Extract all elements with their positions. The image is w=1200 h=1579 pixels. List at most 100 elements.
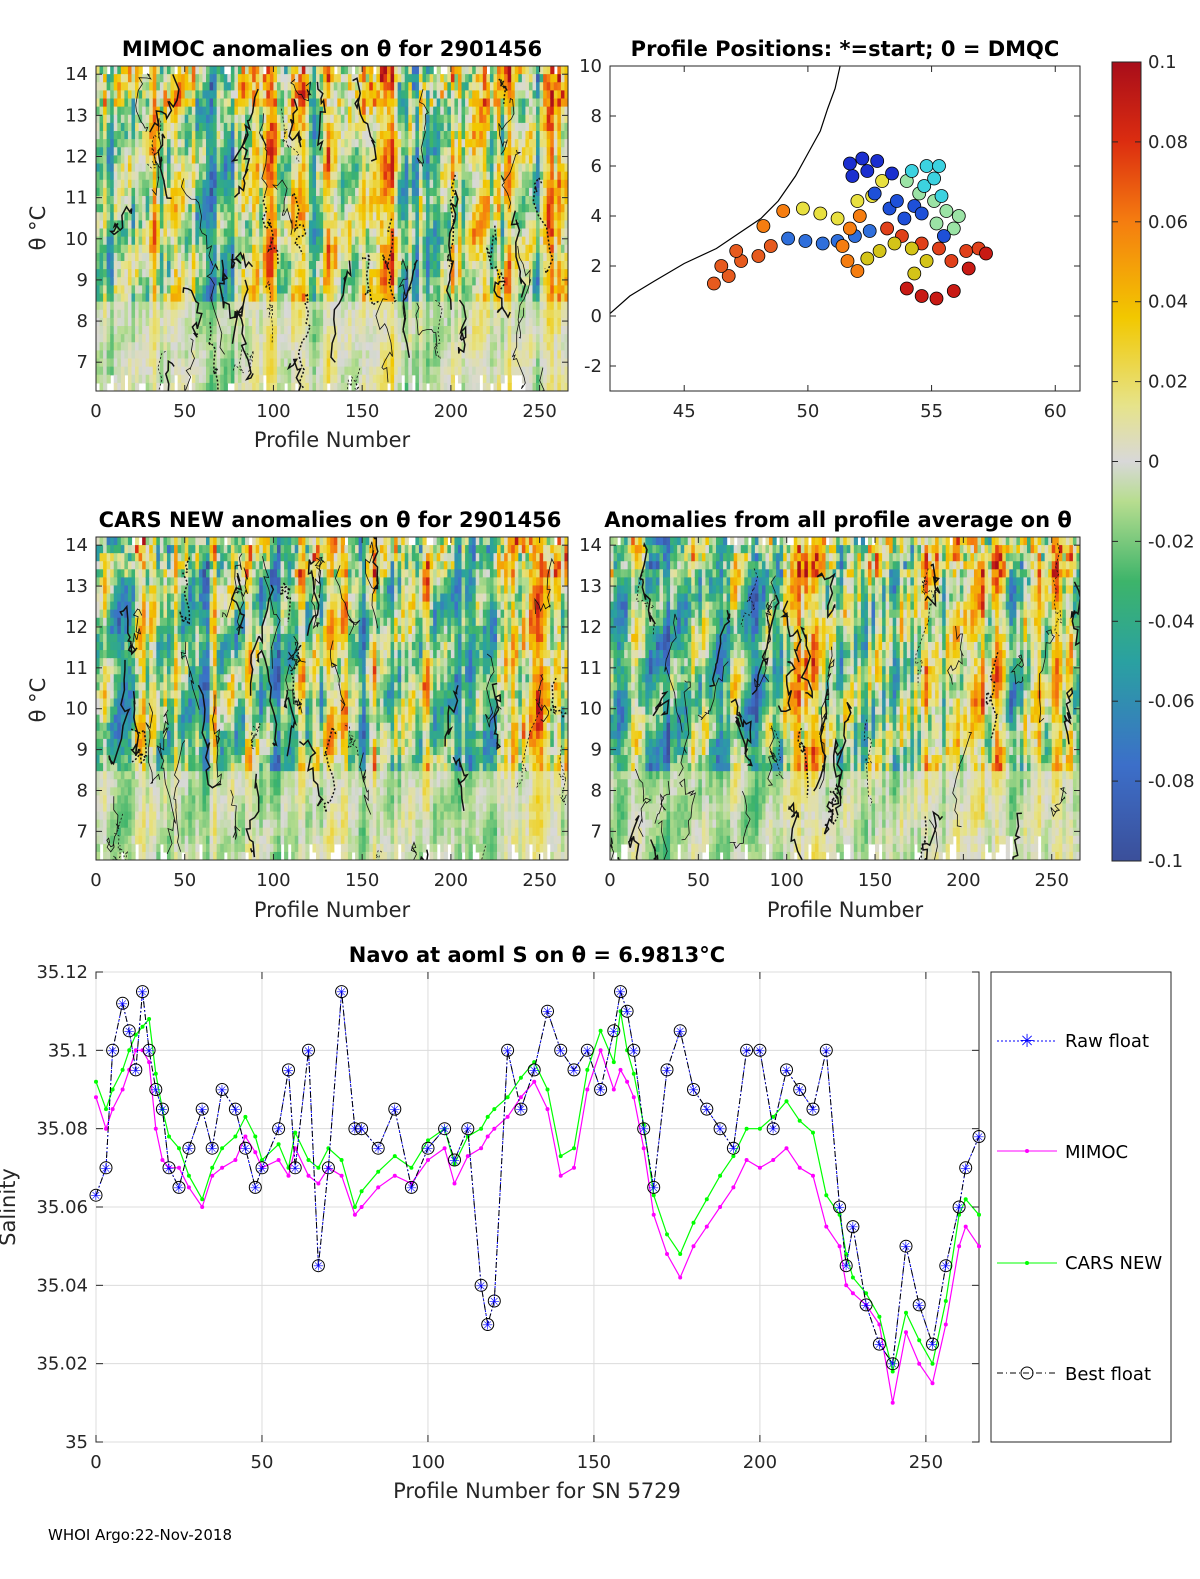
heatmap-cell xyxy=(528,309,534,319)
heatmap-cell xyxy=(401,212,406,221)
heatmap-cell xyxy=(514,82,519,91)
heatmap-cell xyxy=(117,114,122,124)
heatmap-cell xyxy=(404,350,409,360)
heatmap-cell xyxy=(394,122,399,132)
heatmap-cell xyxy=(401,147,406,156)
heatmap-cell xyxy=(163,74,168,83)
heatmap-cell xyxy=(284,171,289,181)
heatmap-cell xyxy=(223,317,228,327)
heatmap-cell xyxy=(319,155,324,165)
heatmap-cell xyxy=(99,139,104,148)
heatmap-cell xyxy=(117,252,122,262)
heatmap-cell xyxy=(355,334,360,343)
heatmap-cell xyxy=(142,252,147,262)
heatmap-cell xyxy=(319,236,324,246)
heatmap-cell xyxy=(347,82,353,91)
heatmap-cell xyxy=(152,382,157,391)
heatmap-cell xyxy=(433,236,438,246)
heatmap-cell xyxy=(166,179,172,189)
heatmap-cell xyxy=(99,293,104,303)
heatmap-cell xyxy=(355,204,360,213)
heatmap-cell xyxy=(266,228,271,238)
heatmap-cell xyxy=(472,342,477,351)
heatmap-cell xyxy=(124,285,129,295)
heatmap-cell xyxy=(96,358,101,368)
heatmap-cell xyxy=(379,301,385,311)
heatmap-cell xyxy=(294,90,299,100)
heatmap-cell xyxy=(241,269,246,278)
heatmap-cell xyxy=(184,342,189,351)
heatmap-cell xyxy=(465,122,470,132)
heatmap-cell xyxy=(521,317,527,327)
heatmap-cell xyxy=(454,301,459,311)
heatmap-cell xyxy=(344,350,349,360)
heatmap-cell xyxy=(415,179,420,189)
heatmap-cell xyxy=(305,114,310,124)
heatmap-cell xyxy=(206,244,211,254)
heatmap-cell xyxy=(344,374,349,384)
heatmap-cell xyxy=(518,171,523,181)
heatmap-cell xyxy=(340,374,346,384)
heatmap-cell xyxy=(394,90,399,100)
heatmap-cell xyxy=(96,204,101,213)
heatmap-cell xyxy=(298,269,303,278)
heatmap-cell xyxy=(245,171,250,181)
heatmap-cell xyxy=(401,98,406,108)
heatmap-cell xyxy=(532,66,537,75)
heatmap-cell xyxy=(518,131,523,140)
heatmap-cell xyxy=(259,228,264,238)
heatmap-cell xyxy=(443,82,448,91)
heatmap-cell xyxy=(528,285,534,295)
heatmap-cell xyxy=(113,98,118,108)
heatmap-cell xyxy=(319,277,324,286)
heatmap-cell xyxy=(117,179,122,189)
heatmap-cell xyxy=(127,350,133,360)
heatmap-cell xyxy=(528,277,534,286)
heatmap-cell xyxy=(135,277,140,286)
heatmap-cell xyxy=(149,285,154,295)
heatmap-cell xyxy=(340,269,346,278)
heatmap-cell xyxy=(372,204,377,213)
heatmap-cell xyxy=(248,196,253,205)
heatmap-cell xyxy=(245,301,250,311)
heatmap-cell xyxy=(326,366,331,376)
heatmap-cell xyxy=(159,147,165,156)
heatmap-cell xyxy=(326,98,331,108)
heatmap-cell xyxy=(387,139,392,148)
heatmap-cell xyxy=(142,269,147,278)
heatmap-cell xyxy=(418,122,424,132)
heatmap-cell xyxy=(110,212,115,221)
heatmap-cell xyxy=(514,98,519,108)
heatmap-cell xyxy=(326,90,331,100)
heatmap-cell xyxy=(429,269,434,278)
heatmap-cell xyxy=(511,366,516,376)
heatmap-cell xyxy=(404,98,409,108)
heatmap-cell xyxy=(227,293,232,303)
heatmap-cell xyxy=(429,342,434,351)
heatmap-cell xyxy=(376,114,381,124)
heatmap-cell xyxy=(369,220,374,230)
heatmap-cell xyxy=(489,179,495,189)
heatmap-cell xyxy=(511,114,516,124)
heatmap-cell xyxy=(379,293,385,303)
heatmap-cell xyxy=(316,301,321,311)
heatmap-cell xyxy=(440,122,445,132)
heatmap-cell xyxy=(528,366,534,376)
heatmap-cell xyxy=(316,309,321,319)
heatmap-cell xyxy=(294,301,299,311)
heatmap-cell xyxy=(202,147,207,156)
heatmap-cell xyxy=(237,212,243,221)
heatmap-cell xyxy=(202,285,207,295)
heatmap-cell xyxy=(237,236,243,246)
heatmap-cell xyxy=(241,220,246,230)
heatmap-cell xyxy=(223,366,228,376)
heatmap-cell xyxy=(308,171,314,181)
heatmap-cell xyxy=(507,122,512,132)
heatmap-cell xyxy=(284,317,289,327)
heatmap-cell xyxy=(145,358,150,368)
heatmap-cell xyxy=(358,220,363,230)
heatmap-cell xyxy=(472,114,477,124)
heatmap-cell xyxy=(436,155,441,165)
heatmap-cell xyxy=(418,317,424,327)
heatmap-cell xyxy=(372,90,377,100)
